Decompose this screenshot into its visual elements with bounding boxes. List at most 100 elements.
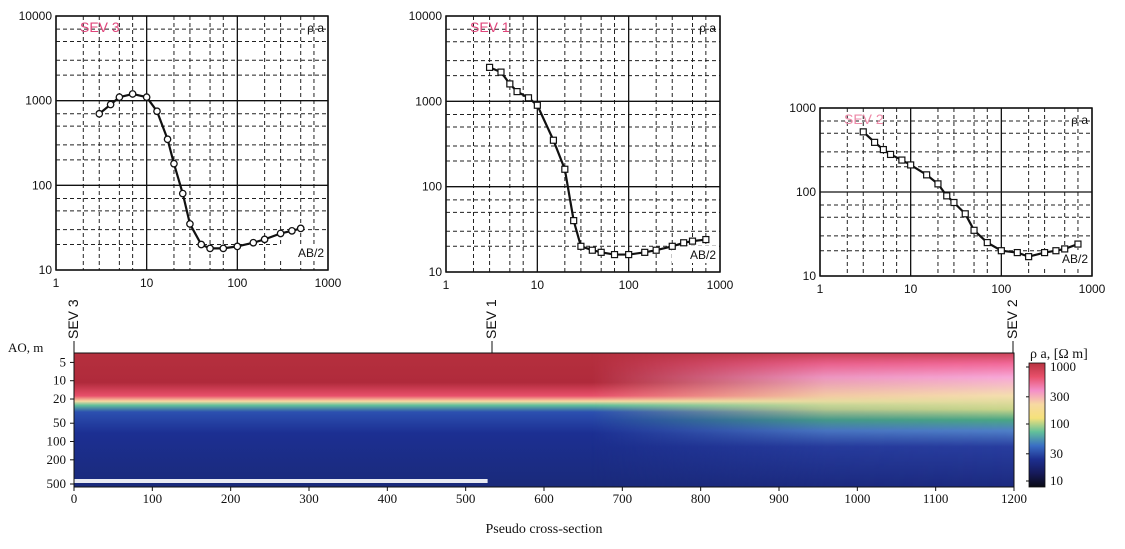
data-point bbox=[588, 246, 596, 254]
data-point bbox=[934, 180, 942, 188]
data-point bbox=[652, 246, 660, 254]
data-point bbox=[688, 237, 697, 245]
x-tick-label: 1000 bbox=[315, 276, 342, 290]
x-axis-title: Pseudo cross-section bbox=[485, 522, 602, 537]
y-tick-label: 100 bbox=[32, 178, 52, 192]
panel-title: SEV 3 bbox=[80, 19, 120, 35]
x-tick-label: 300 bbox=[299, 491, 319, 506]
data-point bbox=[106, 100, 115, 109]
x-tick-label: 1 bbox=[443, 278, 450, 292]
panel-title: SEV 2 bbox=[844, 111, 884, 127]
bottom-white-bar bbox=[74, 479, 488, 483]
data-point bbox=[485, 63, 494, 71]
y-tick-label: 100 bbox=[47, 434, 67, 449]
x-tick-label: 10 bbox=[904, 282, 918, 296]
colorbar-tick-label: 100 bbox=[1050, 416, 1070, 431]
y-axis-label: AO, m bbox=[8, 340, 43, 355]
data-point bbox=[296, 224, 305, 233]
data-point bbox=[1025, 253, 1033, 261]
data-point bbox=[128, 90, 137, 98]
x-tick-label: 1100 bbox=[923, 491, 949, 506]
data-point bbox=[1061, 245, 1069, 253]
x-tick-label: 500 bbox=[456, 491, 476, 506]
data-point bbox=[533, 101, 541, 109]
data-point bbox=[961, 210, 969, 218]
x-tick-label: 200 bbox=[221, 491, 241, 506]
colorbar-tick-label: 300 bbox=[1050, 389, 1070, 404]
y-tick-label: 500 bbox=[47, 476, 67, 491]
data-point bbox=[702, 235, 710, 244]
x-tick-label: 100 bbox=[991, 282, 1011, 296]
x-tick-label: 800 bbox=[691, 491, 711, 506]
data-point bbox=[859, 128, 867, 136]
x-tick-label: 0 bbox=[71, 491, 78, 506]
data-point bbox=[1052, 247, 1060, 255]
sev-marker-label: SEV 3 bbox=[65, 299, 81, 339]
data-point bbox=[260, 235, 269, 244]
x-axis-label: AB/2 bbox=[690, 248, 716, 262]
data-point bbox=[206, 244, 214, 253]
x-axis-label: AB/2 bbox=[1062, 252, 1088, 266]
data-point bbox=[997, 247, 1005, 255]
y-tick-label: 200 bbox=[47, 452, 67, 467]
x-tick-label: 700 bbox=[613, 491, 633, 506]
data-point bbox=[288, 227, 296, 235]
xlabel-background bbox=[672, 246, 718, 263]
x-tick-label: 10 bbox=[140, 276, 154, 290]
series-line bbox=[98, 92, 302, 250]
data-point bbox=[879, 145, 887, 154]
x-tick-label: 1000 bbox=[1079, 282, 1106, 296]
data-point bbox=[668, 242, 676, 250]
x-tick-label: 100 bbox=[227, 276, 247, 290]
x-tick-label: 100 bbox=[143, 491, 163, 506]
data-point bbox=[680, 239, 688, 247]
x-tick-label: 400 bbox=[378, 491, 398, 506]
data-point bbox=[886, 150, 895, 159]
data-point bbox=[1074, 240, 1082, 248]
y-tick-label: 10 bbox=[429, 265, 443, 279]
data-point bbox=[506, 80, 514, 88]
colorbar bbox=[1028, 362, 1046, 488]
y-tick-label: 100 bbox=[796, 185, 816, 199]
y-tick-label: 1000 bbox=[25, 94, 52, 108]
data-point bbox=[276, 229, 285, 238]
plot-frame bbox=[819, 107, 1093, 277]
sev-marker-label: SEV 2 bbox=[1004, 299, 1020, 339]
data-point bbox=[870, 138, 879, 146]
data-point bbox=[923, 171, 931, 179]
sev-marker-label: SEV 1 bbox=[483, 299, 499, 339]
x-tick-label: 600 bbox=[534, 491, 554, 506]
data-point bbox=[115, 93, 124, 102]
data-point bbox=[219, 244, 228, 253]
y-tick-label: 5 bbox=[60, 354, 67, 369]
y-tick-label: 20 bbox=[53, 391, 66, 406]
colorbar-tick-label: 30 bbox=[1050, 446, 1063, 461]
x-tick-label: 10 bbox=[531, 278, 545, 292]
data-point bbox=[170, 159, 178, 168]
y-tick-label: 10000 bbox=[409, 9, 443, 23]
plot-frame bbox=[445, 15, 721, 273]
xlabel-background bbox=[280, 244, 326, 261]
data-point bbox=[178, 189, 187, 198]
y-tick-label: 1000 bbox=[415, 94, 442, 108]
section-fill-right bbox=[74, 353, 1014, 487]
data-point bbox=[577, 242, 585, 250]
y-tick-label: 50 bbox=[53, 415, 66, 430]
data-point bbox=[625, 250, 633, 259]
plot-frame bbox=[55, 15, 329, 271]
y-tick-label: 1000 bbox=[789, 101, 816, 115]
x-tick-label: 1 bbox=[817, 282, 824, 296]
data-point bbox=[197, 240, 206, 249]
y-axis-label: ρ a bbox=[307, 21, 324, 35]
data-point bbox=[907, 161, 915, 169]
x-tick-label: 1200 bbox=[1001, 491, 1027, 506]
data-point bbox=[597, 248, 605, 256]
colorbar-title: ρ a, [Ω m] bbox=[1030, 347, 1088, 362]
data-point bbox=[950, 198, 958, 207]
data-point bbox=[186, 220, 194, 228]
y-axis-label: ρ a bbox=[1071, 113, 1088, 127]
series-line bbox=[862, 131, 1079, 258]
